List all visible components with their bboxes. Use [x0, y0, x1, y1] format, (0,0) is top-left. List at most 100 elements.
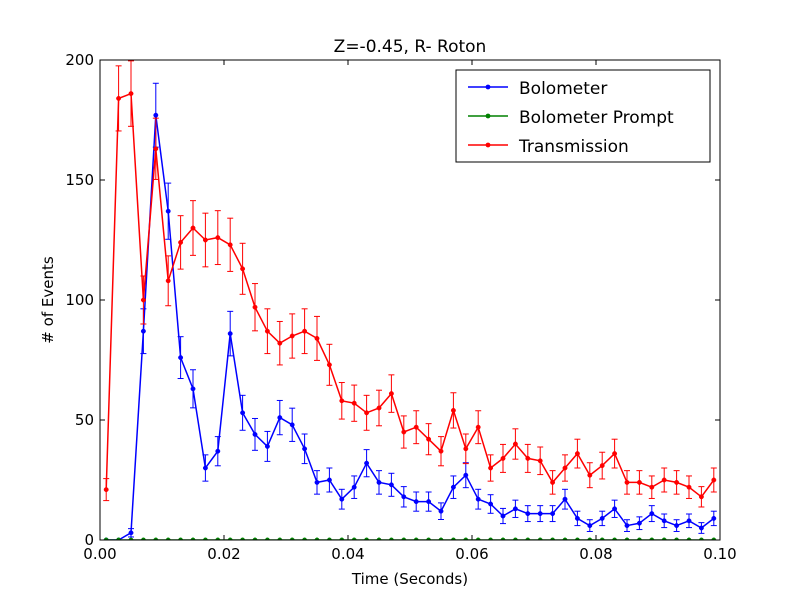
data-point [401, 429, 407, 435]
y-tick-label: 50 [75, 411, 94, 429]
data-point [153, 112, 159, 118]
data-point [438, 448, 444, 454]
data-point [302, 446, 308, 452]
data-point [351, 400, 357, 406]
legend-marker [485, 142, 491, 148]
data-point [438, 508, 444, 514]
legend-marker [485, 113, 491, 119]
data-point [562, 465, 568, 471]
data-point [326, 477, 332, 483]
data-point [450, 484, 456, 490]
data-point [550, 479, 556, 485]
data-point [364, 410, 370, 416]
data-point [426, 436, 432, 442]
data-point [537, 458, 543, 464]
data-point [401, 494, 407, 500]
data-point [463, 472, 469, 478]
x-tick-label: 0.10 [703, 545, 736, 563]
data-point [562, 496, 568, 502]
data-point [661, 477, 667, 483]
series-2 [103, 60, 717, 508]
y-tick-label: 200 [65, 51, 94, 69]
data-point [574, 451, 580, 457]
data-point [475, 496, 481, 502]
y-tick-label: 0 [84, 531, 94, 549]
x-tick-label: 0.04 [331, 545, 364, 563]
data-point [636, 479, 642, 485]
data-point [512, 506, 518, 512]
series-0 [103, 82, 717, 540]
data-point [525, 455, 531, 461]
legend-label: Transmission [518, 137, 629, 157]
plot-frame [99, 59, 721, 541]
data-point [674, 523, 680, 529]
data-point [624, 523, 630, 529]
data-point [202, 237, 208, 243]
data-point [128, 530, 134, 536]
data-point [289, 422, 295, 428]
data-point [364, 460, 370, 466]
data-point [351, 484, 357, 490]
data-point [264, 328, 270, 334]
data-point [587, 523, 593, 529]
data-point [587, 472, 593, 478]
y-tick-label: 150 [65, 171, 94, 189]
data-point [252, 304, 258, 310]
data-point [649, 511, 655, 517]
data-point [686, 518, 692, 524]
data-point [116, 95, 122, 101]
data-point [314, 479, 320, 485]
data-point [289, 333, 295, 339]
x-tick-label: 0.08 [579, 545, 612, 563]
data-point [190, 386, 196, 392]
data-point [525, 511, 531, 517]
data-point [165, 208, 171, 214]
x-tick-label: 0.02 [207, 545, 240, 563]
data-point [339, 496, 345, 502]
y-tick-label: 100 [65, 291, 94, 309]
data-point [240, 266, 246, 272]
data-point [711, 515, 717, 521]
data-point [636, 520, 642, 526]
legend-label: Bolometer Prompt [519, 108, 674, 128]
data-point [599, 515, 605, 521]
data-point [178, 239, 184, 245]
data-point [376, 479, 382, 485]
data-point [661, 518, 667, 524]
data-point [500, 455, 506, 461]
data-point [550, 511, 556, 517]
data-point [537, 511, 543, 517]
legend-label: Bolometer [519, 79, 607, 99]
data-point [711, 477, 717, 483]
data-point [190, 225, 196, 231]
data-point [649, 484, 655, 490]
data-point [624, 479, 630, 485]
data-point [698, 494, 704, 500]
data-point [388, 482, 394, 488]
x-tick-label: 0.00 [83, 545, 116, 563]
data-point [413, 499, 419, 505]
data-point [599, 463, 605, 469]
data-point [277, 340, 283, 346]
data-point [512, 441, 518, 447]
data-point [215, 448, 221, 454]
data-point [376, 405, 382, 411]
data-point [574, 515, 580, 521]
data-point [612, 506, 618, 512]
data-point [165, 278, 171, 284]
data-point [140, 328, 146, 334]
data-point [252, 431, 258, 437]
data-point [326, 362, 332, 368]
data-point [488, 465, 494, 471]
data-point [314, 335, 320, 341]
data-point [413, 424, 419, 430]
data-point [202, 465, 208, 471]
data-point [450, 407, 456, 413]
data-point [277, 415, 283, 421]
data-point [227, 242, 233, 248]
data-point [698, 525, 704, 531]
data-point [488, 501, 494, 507]
plot-area: 0.00 0.02 0.04 0.06 0.08 0.10 0 50 100 150 200 [65, 51, 736, 563]
